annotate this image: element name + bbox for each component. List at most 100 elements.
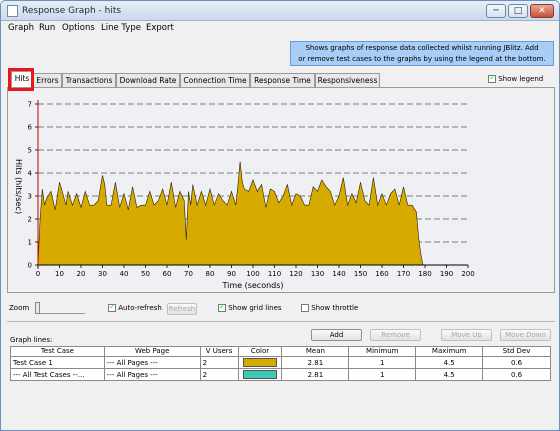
x-tick-label: 120 <box>289 270 302 278</box>
column-header-v-users[interactable]: V Users <box>199 346 239 357</box>
cell-minimum: 1 <box>348 356 417 369</box>
y-tick-label: 2 <box>28 216 32 224</box>
color-swatch[interactable] <box>242 370 277 379</box>
cell-mean: 2.81 <box>281 356 350 369</box>
column-header-color[interactable]: Color <box>237 346 283 357</box>
table-row[interactable]: --- All Test Cases --... --- All Pages -… <box>10 368 551 381</box>
column-header-maximum[interactable]: Maximum <box>415 346 484 357</box>
zoom-slider-thumb[interactable] <box>35 302 40 314</box>
y-tick-label: 7 <box>28 101 32 109</box>
hits-series-area <box>37 161 424 266</box>
x-tick-label: 110 <box>268 270 281 278</box>
y-tick-label: 0 <box>28 262 32 270</box>
show-legend-label: Show legend <box>498 75 544 83</box>
menu-run[interactable]: Run <box>39 23 56 33</box>
tab-download-rate[interactable]: Download Rate <box>116 73 180 87</box>
cell-web-page[interactable]: --- All Pages --- <box>103 368 201 381</box>
x-tick-label: 60 <box>163 270 172 278</box>
menu-options[interactable]: Options <box>62 23 95 33</box>
add-button[interactable]: Add <box>311 329 362 341</box>
menu-bar: Graph Run Options Line Type Export <box>1 22 559 35</box>
x-tick-label: 160 <box>375 270 388 278</box>
y-tick-label: 5 <box>28 147 32 155</box>
move-up-button[interactable]: Move Up <box>441 329 492 341</box>
menu-export[interactable]: Export <box>146 23 174 33</box>
minimize-button[interactable]: ─ <box>486 4 506 18</box>
x-tick-label: 20 <box>77 270 86 278</box>
auto-refresh-control[interactable]: Auto-refresh <box>108 302 162 312</box>
show-throttle-label: Show throttle <box>311 304 359 312</box>
tab-response-time[interactable]: Response Time <box>250 73 315 87</box>
title-bar[interactable]: Response Graph - hits ─ □ ✕ <box>1 1 559 21</box>
x-tick-label: 70 <box>184 270 193 278</box>
show-throttle-control[interactable]: Show throttle <box>301 304 358 312</box>
x-tick-label: 0 <box>36 270 40 278</box>
move-down-button[interactable]: Move Down <box>500 329 551 341</box>
show-grid-lines-label: Show grid lines <box>228 304 282 312</box>
y-tick-label: 1 <box>28 239 32 247</box>
column-header-std-dev[interactable]: Std Dev <box>482 346 551 357</box>
tab-errors[interactable]: Errors <box>33 73 62 87</box>
maximize-button[interactable]: □ <box>508 4 528 18</box>
x-tick-label: 30 <box>98 270 107 278</box>
x-tick-label: 10 <box>55 270 64 278</box>
x-axis-label: Time (seconds) <box>221 281 283 290</box>
cell-maximum: 4.5 <box>415 368 484 381</box>
table-header-row: Test Case Web Page V Users Color Mean Mi… <box>10 346 551 357</box>
zoom-slider[interactable] <box>35 302 85 314</box>
refresh-button[interactable]: Refresh <box>167 303 197 315</box>
x-tick-label: 170 <box>397 270 410 278</box>
show-legend-control[interactable]: Show legend <box>488 73 544 83</box>
x-tick-label: 50 <box>141 270 150 278</box>
table-row[interactable]: Test Case 1 --- All Pages --- 2 2.81 1 4… <box>10 356 551 369</box>
show-grid-lines-checkbox[interactable] <box>218 302 226 312</box>
tab-highlight-box <box>8 68 34 91</box>
x-tick-label: 150 <box>354 270 367 278</box>
cell-std-dev: 0.6 <box>482 356 551 369</box>
cell-web-page[interactable]: --- All Pages --- <box>103 356 201 369</box>
cell-maximum: 4.5 <box>415 356 484 369</box>
y-axis-label: Hits (hits/sec) <box>14 159 23 214</box>
y-tick-label: 4 <box>28 170 33 178</box>
x-tick-label: 80 <box>206 270 215 278</box>
x-tick-label: 140 <box>332 270 345 278</box>
x-tick-label: 190 <box>440 270 453 278</box>
window-title: Response Graph - hits <box>22 6 122 16</box>
cell-test-case[interactable]: --- All Test Cases --... <box>10 368 105 381</box>
x-tick-label: 200 <box>461 270 474 278</box>
x-tick-label: 180 <box>418 270 431 278</box>
cell-v-users[interactable]: 2 <box>199 356 239 369</box>
remove-button[interactable]: Remove <box>370 329 421 341</box>
cell-color[interactable] <box>237 368 283 381</box>
y-tick-labels: 0 1 2 3 4 5 6 7 <box>28 101 38 270</box>
color-swatch[interactable] <box>242 358 277 367</box>
tab-responsiveness[interactable]: Responsiveness <box>315 73 380 87</box>
cell-test-case[interactable]: Test Case 1 <box>10 356 105 369</box>
info-line-1: Shows graphs of response data collected … <box>305 44 539 52</box>
cell-color[interactable] <box>237 356 283 369</box>
divider <box>7 321 555 322</box>
column-header-test-case[interactable]: Test Case <box>10 346 105 357</box>
x-tick-label: 40 <box>120 270 129 278</box>
tab-connection-time[interactable]: Connection Time <box>180 73 250 87</box>
cell-v-users[interactable]: 2 <box>199 368 239 381</box>
column-header-minimum[interactable]: Minimum <box>348 346 417 357</box>
menu-graph[interactable]: Graph <box>8 23 35 33</box>
x-tick-label: 130 <box>311 270 324 278</box>
tab-transactions[interactable]: Transactions <box>62 73 116 87</box>
auto-refresh-checkbox[interactable] <box>108 302 116 312</box>
show-throttle-checkbox[interactable] <box>301 304 309 312</box>
hits-chart: 0 10 20 30 40 50 60 70 80 90 100 110 120 130 140 150 160… <box>14 100 475 290</box>
x-tick-label: 100 <box>246 270 259 278</box>
y-tick-label: 6 <box>28 124 33 132</box>
column-header-mean[interactable]: Mean <box>281 346 350 357</box>
show-grid-lines-control[interactable]: Show grid lines <box>218 302 282 312</box>
show-legend-checkbox[interactable] <box>488 73 496 83</box>
y-tick-label: 3 <box>28 193 32 201</box>
menu-line-type[interactable]: Line Type <box>101 23 141 33</box>
graph-lines-table: Test Case Web Page V Users Color Mean Mi… <box>10 346 551 381</box>
info-box: Shows graphs of response data collected … <box>290 41 554 66</box>
column-header-web-page[interactable]: Web Page <box>103 346 201 357</box>
close-button[interactable]: ✕ <box>530 4 554 18</box>
